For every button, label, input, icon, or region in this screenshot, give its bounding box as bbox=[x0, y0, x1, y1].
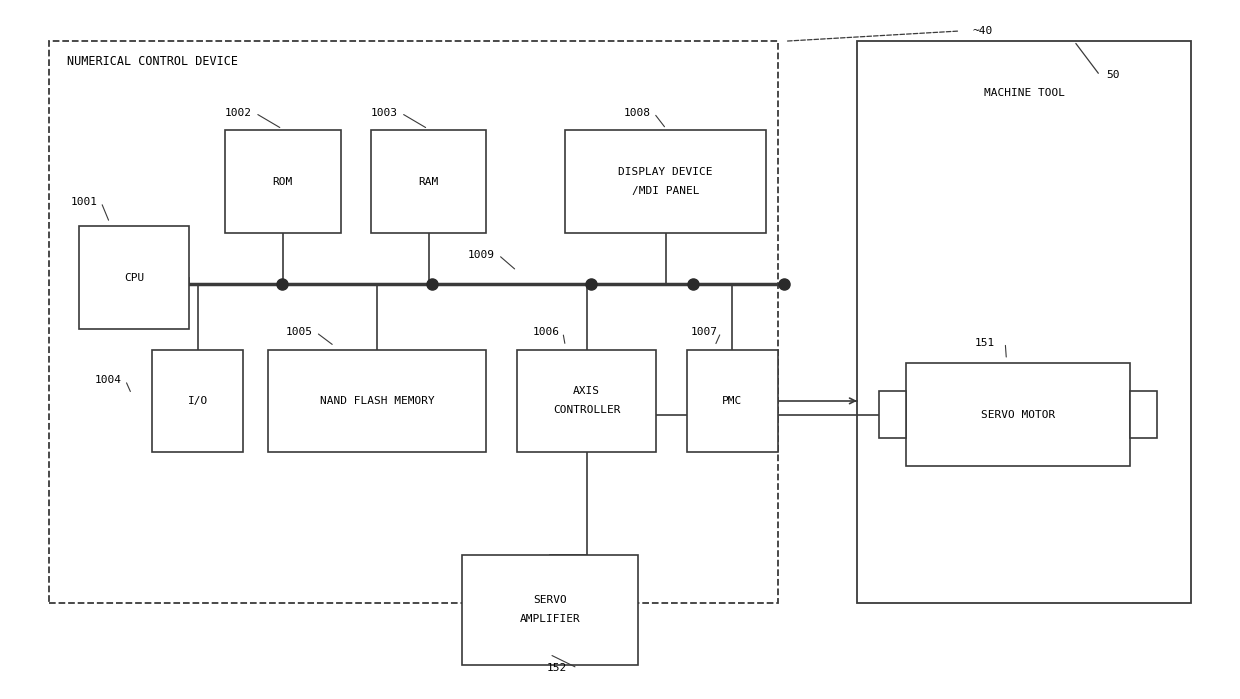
Text: SERVO MOTOR: SERVO MOTOR bbox=[981, 410, 1055, 419]
Text: 1001: 1001 bbox=[71, 197, 98, 207]
Text: PMC: PMC bbox=[722, 396, 743, 406]
Text: 1003: 1003 bbox=[371, 108, 398, 118]
Text: 151: 151 bbox=[975, 338, 994, 347]
FancyBboxPatch shape bbox=[879, 391, 905, 438]
Text: CONTROLLER: CONTROLLER bbox=[553, 405, 620, 415]
Text: MACHINE TOOL: MACHINE TOOL bbox=[983, 87, 1065, 98]
Text: /MDI PANEL: /MDI PANEL bbox=[632, 186, 699, 196]
Text: 1005: 1005 bbox=[285, 327, 312, 338]
Text: AMPLIFIER: AMPLIFIER bbox=[520, 614, 580, 624]
Text: NUMERICAL CONTROL DEVICE: NUMERICAL CONTROL DEVICE bbox=[67, 55, 238, 69]
Text: DISPLAY DEVICE: DISPLAY DEVICE bbox=[619, 167, 713, 177]
Text: 1008: 1008 bbox=[624, 108, 651, 118]
FancyBboxPatch shape bbox=[517, 350, 656, 452]
FancyBboxPatch shape bbox=[371, 130, 486, 233]
FancyBboxPatch shape bbox=[463, 555, 639, 665]
FancyBboxPatch shape bbox=[153, 350, 243, 452]
Text: SERVO: SERVO bbox=[533, 596, 567, 605]
Text: 1006: 1006 bbox=[532, 327, 559, 338]
Text: ~40: ~40 bbox=[972, 26, 993, 36]
Text: NAND FLASH MEMORY: NAND FLASH MEMORY bbox=[320, 396, 434, 406]
Text: 1007: 1007 bbox=[691, 327, 718, 338]
FancyBboxPatch shape bbox=[565, 130, 766, 233]
Text: CPU: CPU bbox=[124, 273, 144, 282]
FancyBboxPatch shape bbox=[79, 226, 188, 329]
FancyBboxPatch shape bbox=[905, 363, 1131, 466]
Text: 1002: 1002 bbox=[224, 108, 252, 118]
FancyBboxPatch shape bbox=[687, 350, 777, 452]
Text: I/O: I/O bbox=[187, 396, 208, 406]
FancyBboxPatch shape bbox=[224, 130, 341, 233]
FancyBboxPatch shape bbox=[857, 41, 1192, 603]
Text: 50: 50 bbox=[1106, 71, 1120, 80]
Text: AXIS: AXIS bbox=[573, 387, 600, 396]
FancyBboxPatch shape bbox=[48, 41, 777, 603]
Text: 1004: 1004 bbox=[95, 375, 122, 385]
Text: RAM: RAM bbox=[418, 177, 439, 187]
Text: ROM: ROM bbox=[273, 177, 293, 187]
Text: 152: 152 bbox=[547, 663, 568, 673]
FancyBboxPatch shape bbox=[268, 350, 486, 452]
Text: 1009: 1009 bbox=[467, 250, 495, 260]
FancyBboxPatch shape bbox=[1131, 391, 1157, 438]
